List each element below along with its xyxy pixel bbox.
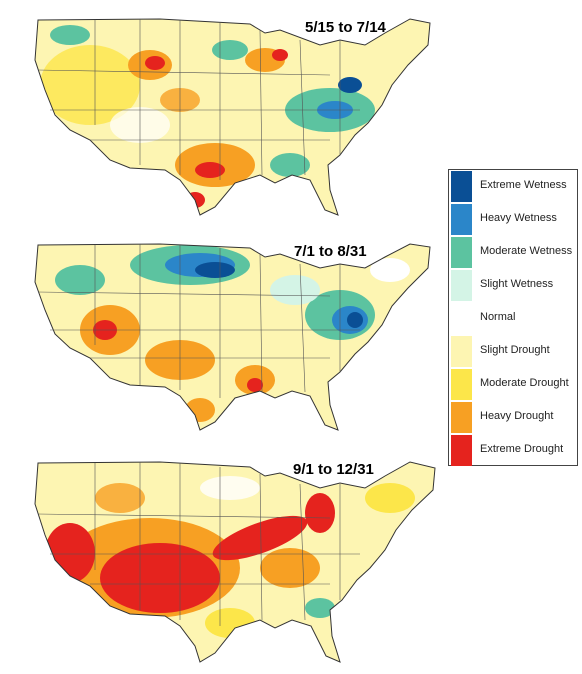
legend-item: Slight Wetness	[449, 269, 577, 302]
map-label-1: 5/15 to 7/14	[305, 19, 386, 36]
legend-item: Normal	[449, 302, 577, 335]
legend-item: Heavy Drought	[449, 401, 577, 434]
legend-swatch	[451, 369, 472, 400]
legend-label: Heavy Drought	[480, 410, 554, 422]
legend-item: Heavy Wetness	[449, 203, 577, 236]
us-map-2	[34, 243, 431, 431]
legend-item: Moderate Drought	[449, 368, 577, 401]
us-map-3	[34, 461, 436, 663]
legend-label: Moderate Drought	[480, 377, 569, 389]
legend-label: Heavy Wetness	[480, 212, 557, 224]
legend-item: Extreme Wetness	[449, 170, 577, 203]
us-map-1	[34, 18, 431, 216]
legend-label: Moderate Wetness	[480, 245, 573, 257]
map-label-3: 9/1 to 12/31	[293, 461, 374, 478]
map-label-2: 7/1 to 8/31	[294, 243, 367, 260]
legend-swatch	[451, 270, 472, 301]
legend-swatch	[451, 336, 472, 367]
legend-label: Normal	[480, 311, 516, 323]
map-panel-3	[30, 458, 450, 668]
legend-swatch	[451, 303, 472, 334]
legend-swatch	[451, 435, 472, 466]
legend-swatch	[451, 171, 472, 202]
legend-item: Moderate Wetness	[449, 236, 577, 269]
legend-item: Slight Drought	[449, 335, 577, 368]
legend-swatch	[451, 204, 472, 235]
legend-label: Slight Wetness	[480, 278, 554, 290]
legend-swatch	[451, 237, 472, 268]
map-panel-1	[30, 15, 450, 225]
legend-swatch	[451, 402, 472, 433]
legend-label: Extreme Wetness	[480, 179, 567, 191]
legend-label: Extreme Drought	[480, 443, 564, 455]
map-panel-2	[30, 240, 450, 440]
legend: Extreme Wetness Heavy Wetness Moderate W…	[448, 169, 578, 466]
legend-label: Slight Drought	[480, 344, 550, 356]
legend-item: Extreme Drought	[449, 434, 577, 467]
